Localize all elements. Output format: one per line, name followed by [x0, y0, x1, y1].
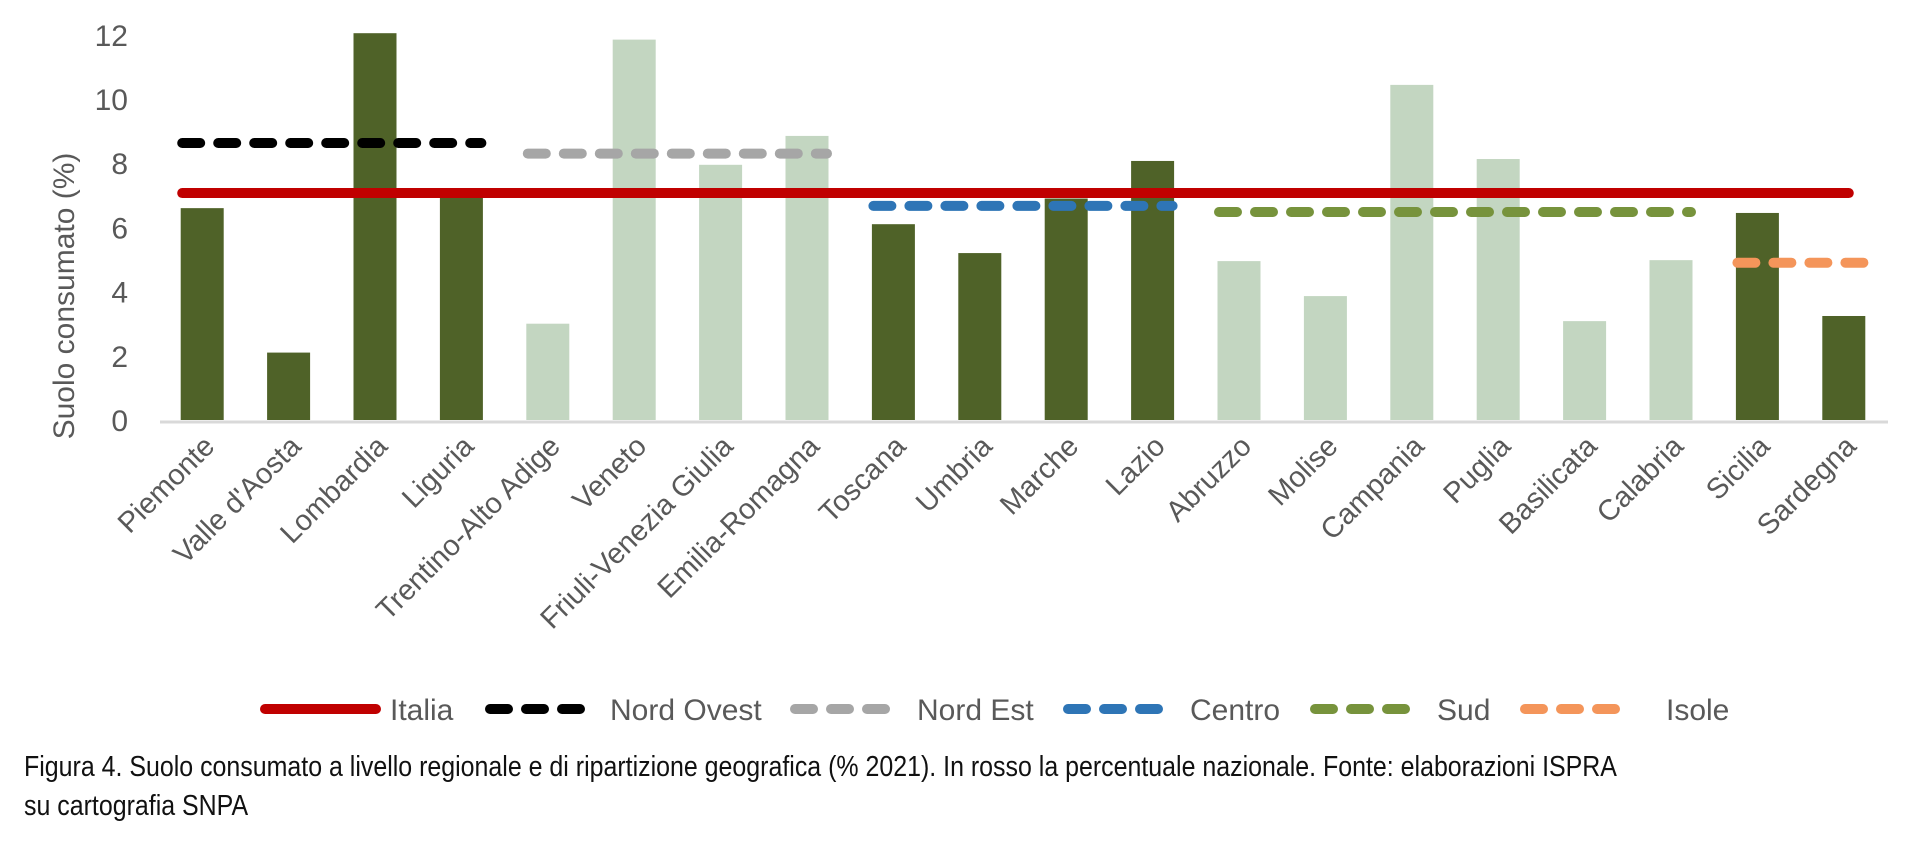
bar-campania — [1390, 84, 1434, 420]
bar-valle-d-aosta — [267, 352, 311, 420]
x-tick-label: Toscana — [813, 430, 913, 530]
bar-marche — [1044, 198, 1088, 420]
legend-label: Centro — [1190, 694, 1280, 727]
legend-label: Nord Est — [917, 694, 1034, 727]
x-tick-label: Molise — [1262, 430, 1344, 512]
bar-piemonte — [180, 208, 224, 420]
caption-line-1: Figura 4. Suolo consumato a livello regi… — [24, 751, 1617, 783]
legend-item-isole: Isole — [1520, 694, 1729, 727]
x-tick-label: Umbria — [910, 430, 999, 519]
bar-basilicata — [1563, 321, 1607, 420]
x-tick-label: Marche — [994, 430, 1085, 521]
x-tick-label: Sicilia — [1700, 430, 1777, 507]
y-tick-label: 2 — [111, 341, 128, 374]
legend-item-nord-ovest: Nord Ovest — [485, 694, 762, 727]
reference-lines — [177, 137, 1869, 268]
bar-trentino-alto-adige — [526, 323, 570, 420]
bars — [180, 33, 1866, 421]
x-tick-label: Liguria — [396, 430, 481, 515]
x-tick-label: Calabria — [1591, 430, 1691, 530]
bar-chart: Suolo consumato (%) 0 2 4 6 8 10 12 PiemonteVa… — [48, 20, 1888, 727]
y-tick-label: 10 — [95, 84, 128, 117]
legend-label: Nord Ovest — [610, 694, 762, 727]
bar-veneto — [612, 39, 656, 421]
bar-toscana — [871, 224, 915, 420]
bar-sicilia — [1735, 212, 1779, 420]
x-tick-label: Abruzzo — [1160, 430, 1258, 528]
bar-sardegna — [1822, 315, 1866, 420]
y-tick-label: 12 — [95, 20, 128, 53]
x-tick-label: Lazio — [1100, 430, 1172, 502]
bar-lombardia — [353, 33, 397, 420]
legend: Italia Nord Ovest Nord Est Centro Sud Isole — [260, 694, 1729, 727]
x-tick-label: Emilia-Romagna — [652, 430, 827, 605]
x-tick-label: Puglia — [1438, 430, 1518, 510]
y-tick-label: 0 — [111, 405, 128, 438]
caption-line-2: su cartografia SNPA — [24, 790, 249, 822]
bar-umbria — [958, 253, 1002, 420]
bar-calabria — [1649, 260, 1693, 420]
legend-item-centro: Centro — [1063, 694, 1280, 727]
legend-label: Isole — [1666, 694, 1729, 727]
bar-lazio — [1131, 160, 1175, 420]
bar-friuli-venezia-giulia — [699, 164, 743, 420]
figure-caption: Figura 4. Suolo consumato a livello regi… — [24, 748, 1641, 826]
y-tick-label: 8 — [111, 148, 128, 181]
bar-emilia-romagna — [785, 135, 829, 421]
bar-liguria — [439, 195, 483, 420]
y-tick-label: 4 — [111, 277, 128, 310]
bar-puglia — [1476, 159, 1520, 421]
bar-abruzzo — [1217, 261, 1261, 420]
y-tick-label: 6 — [111, 212, 128, 245]
x-tick-label: Veneto — [567, 430, 653, 516]
legend-item-italia: Italia — [260, 694, 454, 727]
legend-item-nord-est: Nord Est — [790, 694, 1034, 727]
y-axis-ticks: 0 2 4 6 8 10 12 — [95, 20, 128, 438]
legend-item-sud: Sud — [1310, 694, 1490, 727]
legend-label: Sud — [1437, 694, 1490, 727]
y-axis-title: Suolo consumato (%) — [48, 153, 81, 440]
bar-molise — [1303, 296, 1347, 420]
legend-label: Italia — [390, 694, 454, 727]
